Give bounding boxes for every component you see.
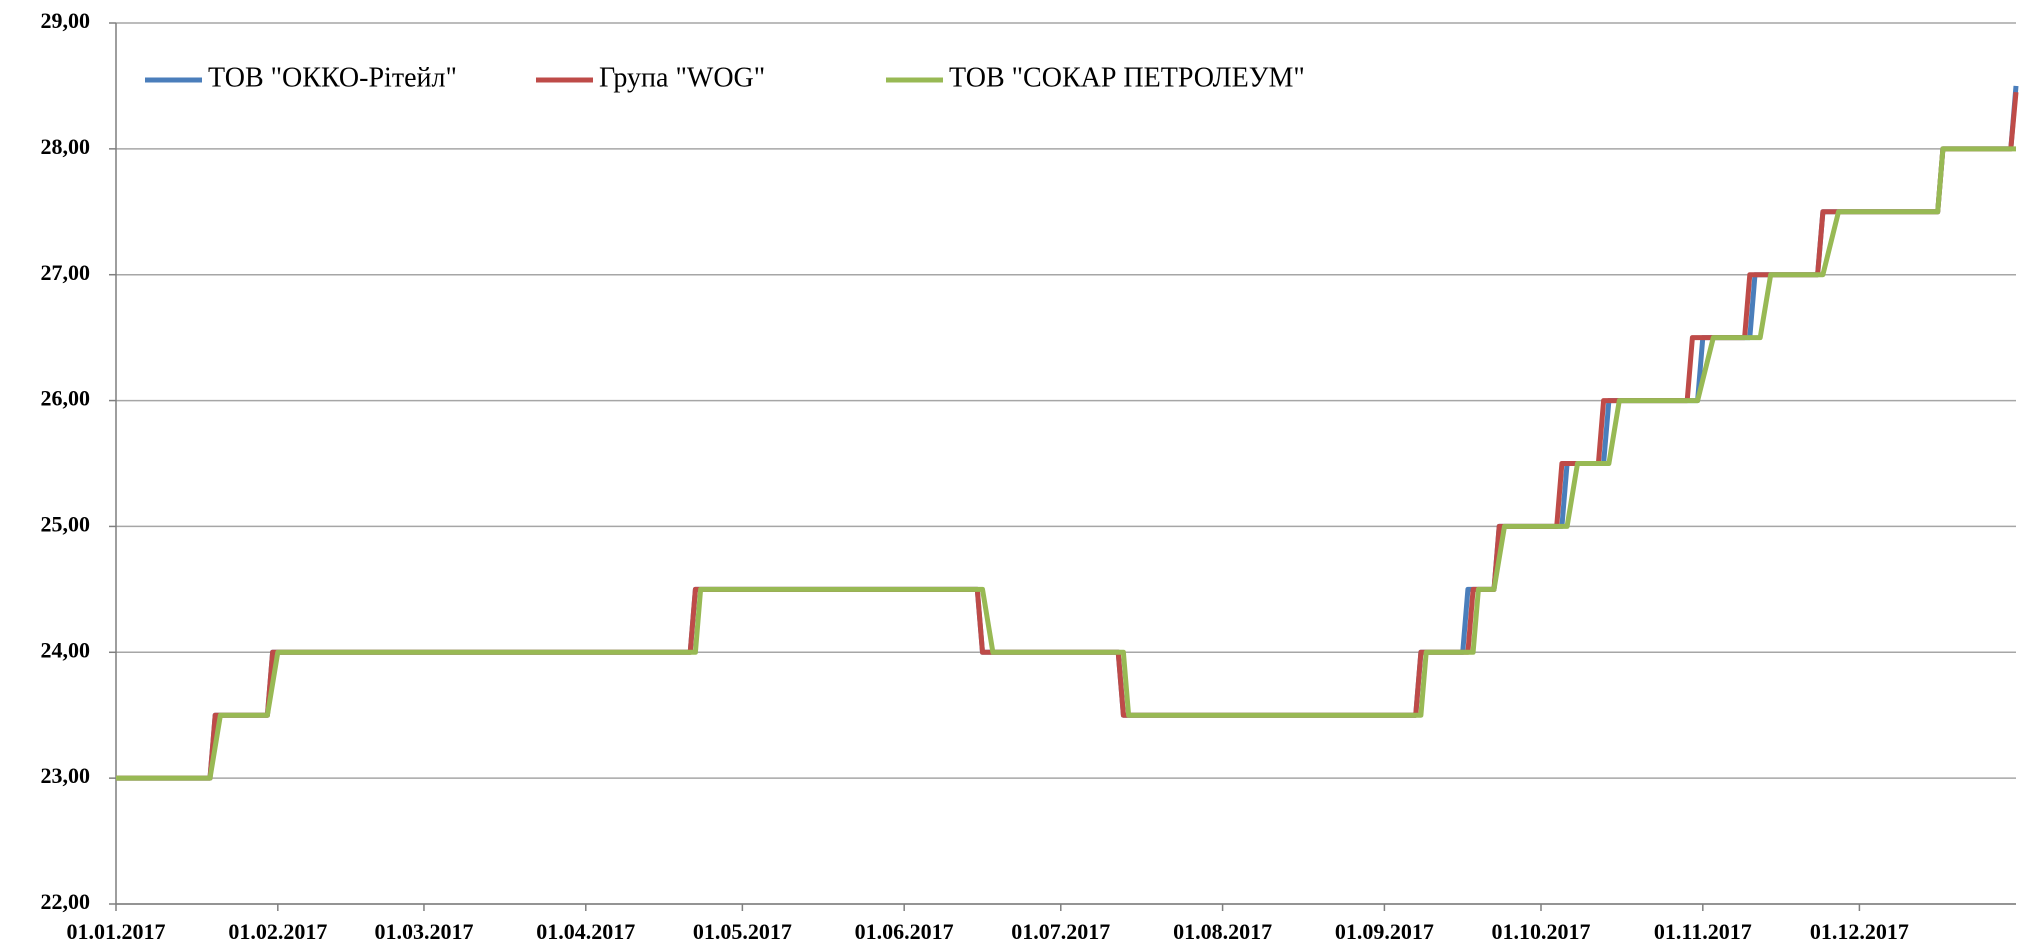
y-tick-label: 24,00 [41, 637, 91, 662]
y-tick-label: 22,00 [41, 889, 91, 914]
x-tick-label: 01.02.2017 [228, 919, 327, 944]
x-tick-label: 01.10.2017 [1492, 919, 1591, 944]
x-tick-label: 01.07.2017 [1011, 919, 1110, 944]
y-tick-label: 27,00 [41, 260, 91, 285]
legend-label: Група "WOG" [599, 62, 765, 93]
x-tick-label: 01.04.2017 [536, 919, 635, 944]
line-series [116, 85, 2019, 781]
y-tick-label: 28,00 [41, 134, 91, 159]
x-tick-label: 01.12.2017 [1810, 919, 1909, 944]
x-tick-label: 01.06.2017 [855, 919, 954, 944]
x-tick-label: 01.11.2017 [1654, 919, 1752, 944]
y-tick-label: 23,00 [41, 763, 91, 788]
y-tick-label: 29,00 [41, 8, 91, 33]
x-tick-label: 01.08.2017 [1173, 919, 1272, 944]
legend-label: ТОВ "ОККО-Рітейл" [208, 62, 457, 93]
y-tick-label: 26,00 [41, 386, 91, 411]
x-tick-label: 01.03.2017 [374, 919, 473, 944]
x-tick-label: 01.05.2017 [693, 919, 792, 944]
legend-label: ТОВ "СОКАР ПЕТРОЛЕУМ" [949, 62, 1305, 93]
line-series [116, 91, 2019, 781]
x-tick-label: 01.09.2017 [1335, 919, 1434, 944]
x-tick-label: 01.01.2017 [67, 919, 166, 944]
line-series [116, 146, 2016, 781]
y-tick-label: 25,00 [41, 511, 91, 536]
